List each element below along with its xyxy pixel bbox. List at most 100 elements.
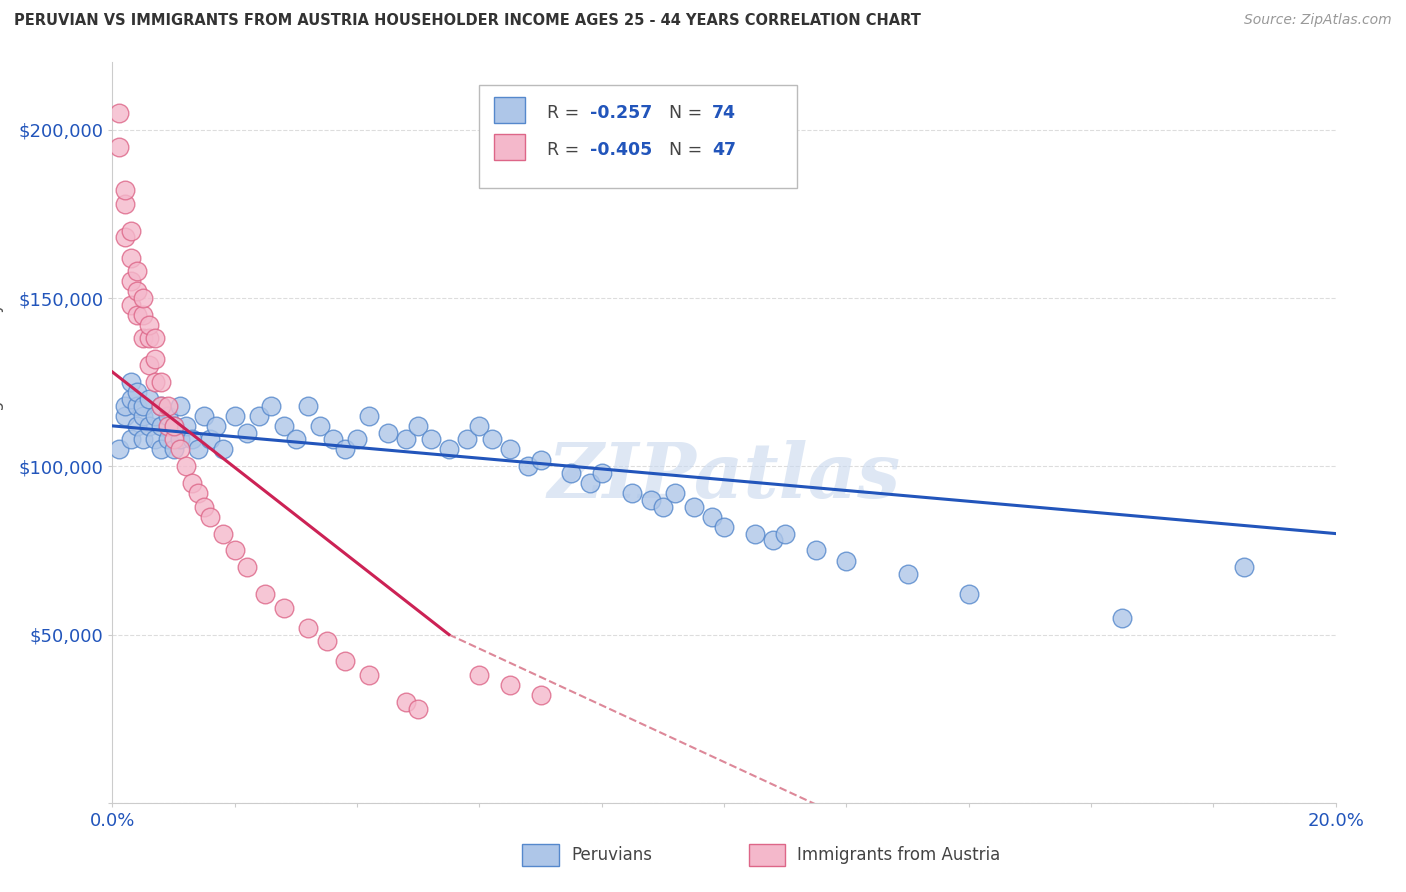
Point [114,230,136,244]
Point [468,418,491,433]
Point [143,351,166,366]
Point [107,106,129,120]
Point [578,476,600,491]
Point [333,655,356,669]
Point [377,425,399,440]
Point [897,566,920,581]
Point [273,418,295,433]
Point [530,452,553,467]
Point [1111,610,1133,624]
Point [333,442,356,457]
Point [120,375,142,389]
Point [481,433,503,447]
Point [143,375,166,389]
Point [125,418,148,433]
Point [138,392,160,406]
Text: Immigrants from Austria: Immigrants from Austria [797,846,1001,863]
Point [322,433,344,447]
Point [957,587,980,601]
Point [187,442,209,457]
Point [138,331,160,345]
Point [652,500,675,514]
Point [456,433,478,447]
Point [114,399,136,413]
Point [125,308,148,322]
Point [143,433,166,447]
Point [125,264,148,278]
Point [125,385,148,400]
Point [181,476,204,491]
Point [762,533,785,548]
Point [120,251,142,265]
Text: R =: R = [547,141,585,159]
Point [156,433,179,447]
Point [138,318,160,332]
Point [713,520,735,534]
FancyBboxPatch shape [479,85,797,188]
Point [804,543,827,558]
Point [346,433,368,447]
Point [107,442,129,457]
Point [200,433,222,447]
Point [163,433,186,447]
Point [138,418,160,433]
Point [200,509,222,524]
Point [211,442,233,457]
Point [297,621,319,635]
Point [517,459,540,474]
Point [120,392,142,406]
Point [132,399,155,413]
Point [132,331,155,345]
Point [621,486,644,500]
Point [150,375,173,389]
Y-axis label: Householder Income Ages 25 - 44 years: Householder Income Ages 25 - 44 years [0,267,4,599]
Text: Source: ZipAtlas.com: Source: ZipAtlas.com [1244,13,1392,28]
Point [174,418,197,433]
Point [682,500,704,514]
Point [132,433,155,447]
Point [664,486,686,500]
Point [395,695,418,709]
Text: PERUVIAN VS IMMIGRANTS FROM AUSTRIA HOUSEHOLDER INCOME AGES 25 - 44 YEARS CORREL: PERUVIAN VS IMMIGRANTS FROM AUSTRIA HOUS… [14,13,921,29]
Point [163,442,186,457]
Text: N =: N = [669,103,707,122]
Point [150,418,173,433]
FancyBboxPatch shape [522,844,560,866]
Point [297,399,319,413]
Point [835,553,858,567]
Text: 47: 47 [711,141,735,159]
Point [143,331,166,345]
Point [273,600,295,615]
Point [591,466,613,480]
Point [181,433,204,447]
Point [169,399,191,413]
Point [359,668,381,682]
Point [120,224,142,238]
FancyBboxPatch shape [494,135,524,161]
Point [530,688,553,702]
Point [156,418,179,433]
FancyBboxPatch shape [494,97,524,123]
Point [315,634,337,648]
Point [107,139,129,153]
Point [395,433,418,447]
Point [163,418,186,433]
Point [120,433,142,447]
Point [120,298,142,312]
Point [187,486,209,500]
Point [132,308,155,322]
Point [156,409,179,423]
Point [138,359,160,373]
Point [247,409,270,423]
Point [499,678,522,692]
FancyBboxPatch shape [748,844,786,866]
Text: ZIPatlas: ZIPatlas [547,440,901,514]
Text: Peruvians: Peruvians [571,846,652,863]
Point [211,526,233,541]
Point [775,526,797,541]
Point [169,433,191,447]
Point [174,459,197,474]
Point [150,399,173,413]
Point [193,500,215,514]
Point [156,399,179,413]
